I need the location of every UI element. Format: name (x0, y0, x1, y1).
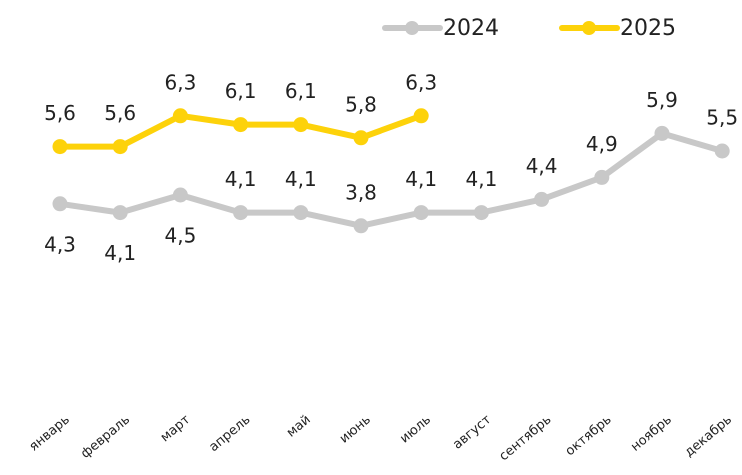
x-tick-label: январь (27, 412, 73, 454)
data-label: 6,1 (285, 79, 317, 103)
legend-marker (405, 21, 419, 35)
point (112, 139, 128, 155)
x-tick-label: декабрь (682, 412, 735, 460)
x-tick-label: май (284, 412, 314, 440)
point (172, 108, 188, 124)
point (413, 205, 429, 221)
data-label: 5,5 (706, 106, 738, 130)
data-label: 5,6 (44, 101, 76, 125)
point (714, 143, 730, 159)
series-line (59, 130, 724, 229)
point (233, 205, 249, 221)
x-tick-label: июль (397, 412, 434, 446)
data-label: 6,3 (405, 70, 437, 94)
data-label: 4,5 (164, 224, 196, 248)
x-tick-label: апрель (206, 412, 253, 455)
legend-label: 2025 (620, 16, 676, 41)
legend-marker (582, 21, 596, 35)
data-label: 3,8 (345, 180, 377, 204)
point (654, 125, 670, 141)
data-label: 4,9 (586, 132, 618, 156)
point (413, 108, 429, 124)
point (52, 196, 68, 212)
data-label: 6,3 (164, 70, 196, 94)
x-tick-label: сентябрь (497, 412, 555, 464)
data-label: 5,6 (104, 101, 136, 125)
point (112, 205, 128, 221)
point (233, 117, 249, 133)
data-label: 4,3 (44, 232, 76, 256)
point (293, 117, 309, 133)
point (594, 169, 610, 185)
x-tick-label: август (450, 412, 494, 453)
point (353, 218, 369, 234)
legend-label: 2024 (443, 16, 499, 41)
data-label: 4,4 (526, 154, 558, 178)
point (353, 130, 369, 146)
point (534, 191, 550, 207)
data-label: 4,1 (225, 167, 257, 191)
data-label: 4,1 (465, 167, 497, 191)
data-label: 4,1 (405, 167, 437, 191)
x-tick-label: февраль (78, 412, 133, 461)
point (52, 139, 68, 155)
x-tick-label: октябрь (563, 412, 615, 459)
point (293, 205, 309, 221)
data-label: 5,8 (345, 92, 377, 116)
data-label: 6,1 (225, 79, 257, 103)
point (172, 187, 188, 203)
data-label: 5,9 (646, 88, 678, 112)
data-label: 4,1 (285, 167, 317, 191)
data-label: 4,1 (104, 241, 136, 265)
x-tick-label: ноябрь (628, 412, 675, 454)
point (473, 205, 489, 221)
x-tick-label: март (158, 412, 194, 445)
x-tick-label: июнь (337, 412, 374, 446)
